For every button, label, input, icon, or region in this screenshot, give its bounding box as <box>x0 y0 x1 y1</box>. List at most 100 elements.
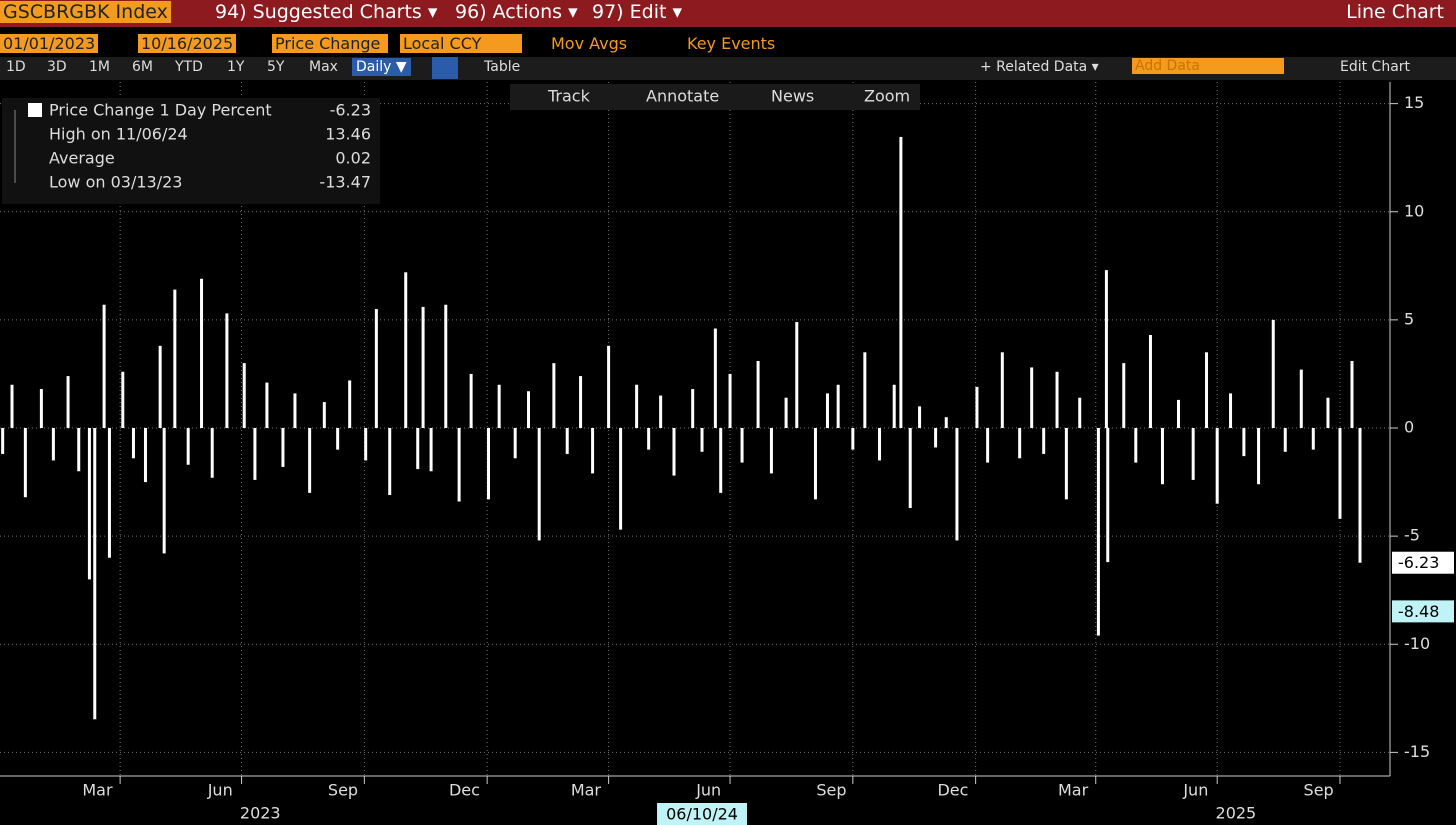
toggle[interactable]: Key Events <box>687 34 776 53</box>
legend-bg <box>2 98 380 204</box>
bar <box>955 428 959 541</box>
tool-button[interactable]: Zoom <box>864 87 910 106</box>
period-button[interactable]: 3D <box>47 59 67 75</box>
bar <box>700 428 704 452</box>
bar <box>1338 428 1342 519</box>
bar <box>825 393 829 428</box>
menu-item[interactable]: 96) Actions ▾ <box>455 1 578 23</box>
bar <box>863 352 867 428</box>
axis-marker-label: -6.23 <box>1398 553 1439 572</box>
bar <box>1018 428 1022 459</box>
x-tick-label: Sep <box>816 781 846 800</box>
bar <box>1055 371 1059 428</box>
axis-marker <box>1392 600 1454 623</box>
bar <box>281 428 285 467</box>
bar <box>39 389 43 428</box>
related-data[interactable]: + Related Data ▾ <box>980 59 1099 75</box>
y-tick-label: 5 <box>1404 309 1414 328</box>
period-button[interactable]: 1Y <box>227 59 245 75</box>
bar <box>1326 397 1330 428</box>
bar <box>429 428 433 472</box>
bar <box>293 393 297 428</box>
table-button[interactable]: Table <box>484 59 521 75</box>
bar <box>388 428 392 496</box>
bar <box>672 428 676 476</box>
toolbar-bg <box>510 84 920 110</box>
bar <box>87 428 91 580</box>
legend-label: Average <box>49 149 115 168</box>
period-button[interactable]: 1D <box>6 59 26 75</box>
bar <box>102 304 106 428</box>
bar <box>1283 428 1287 452</box>
bar <box>10 384 14 428</box>
bar <box>457 428 461 502</box>
edit-chart[interactable]: Edit Chart <box>1340 59 1411 75</box>
cursor-box <box>657 803 748 825</box>
bar <box>918 406 922 428</box>
tool-button[interactable]: Annotate <box>646 87 719 106</box>
bar <box>1148 335 1152 428</box>
bar <box>1242 428 1246 457</box>
menu-item[interactable]: 94) Suggested Charts ▾ <box>215 1 438 23</box>
period-button[interactable]: Max <box>309 59 338 75</box>
bar <box>1134 428 1138 463</box>
chart-toolbar: Track Annotate News Zoom <box>510 84 920 110</box>
x-tick-label: Mar <box>571 781 602 800</box>
bar <box>374 309 378 428</box>
bar <box>497 384 501 428</box>
legend-label: Price Change 1 Day Percent <box>49 101 272 120</box>
tool-button[interactable]: Track <box>547 87 591 106</box>
start-date[interactable]: 01/01/2023 <box>0 34 99 53</box>
bar <box>23 428 27 498</box>
period-bar: 1D 3D 1M 6M YTD 1Y 5Y Max Daily ▼ Table … <box>0 57 1456 80</box>
currency-select[interactable]: Local CCY <box>400 34 522 53</box>
bar <box>1350 360 1354 428</box>
end-date[interactable]: 10/16/2025 <box>138 34 237 53</box>
y-tick-label: -10 <box>1404 634 1430 653</box>
bar <box>421 306 425 428</box>
chart-icon[interactable] <box>432 57 458 79</box>
bar <box>975 386 979 428</box>
bar <box>121 371 125 428</box>
bar <box>93 428 97 720</box>
bar <box>469 373 473 428</box>
add-data[interactable]: Add Data <box>1132 58 1284 74</box>
period-button[interactable]: 5Y <box>267 59 285 75</box>
security-field[interactable]: GSCBRGBK Index <box>0 1 171 23</box>
x-tick-label: Jun <box>695 781 721 800</box>
bar <box>784 397 788 428</box>
chart-kind: Line Chart <box>1346 1 1444 23</box>
period-button[interactable]: YTD <box>175 59 203 75</box>
tool-button[interactable]: News <box>771 87 814 106</box>
bar <box>225 313 229 428</box>
bar <box>1104 270 1108 428</box>
y-tick-label: 15 <box>1404 93 1424 112</box>
bar <box>1257 428 1261 485</box>
toggle[interactable]: Mov Avgs <box>551 34 628 53</box>
bar <box>591 428 595 474</box>
frequency-button[interactable]: Daily ▼ <box>352 58 411 76</box>
legend-value: 0.02 <box>335 149 371 168</box>
bar <box>659 395 663 428</box>
bar <box>740 428 744 463</box>
bar <box>934 428 938 448</box>
field-select[interactable]: Price Change <box>272 34 388 53</box>
bar <box>1299 369 1303 428</box>
period-button[interactable]: 6M <box>132 59 153 75</box>
legend-value: 13.46 <box>325 125 371 144</box>
bar <box>527 391 531 428</box>
bar <box>513 428 517 459</box>
axis-marker <box>1392 551 1454 574</box>
menu-item[interactable]: 97) Edit ▾ <box>592 1 682 23</box>
period-button[interactable]: 1M <box>89 59 110 75</box>
settings-bar: 01/01/2023 10/16/2025 Price Change Local… <box>0 31 1456 57</box>
bar <box>416 428 420 470</box>
bar <box>210 428 214 478</box>
bar <box>713 328 717 428</box>
x-tick-label: Jun <box>1182 781 1208 800</box>
bar <box>162 428 166 554</box>
year-label: 2023 <box>240 804 281 823</box>
bar <box>1 428 5 454</box>
bar <box>1191 428 1195 480</box>
